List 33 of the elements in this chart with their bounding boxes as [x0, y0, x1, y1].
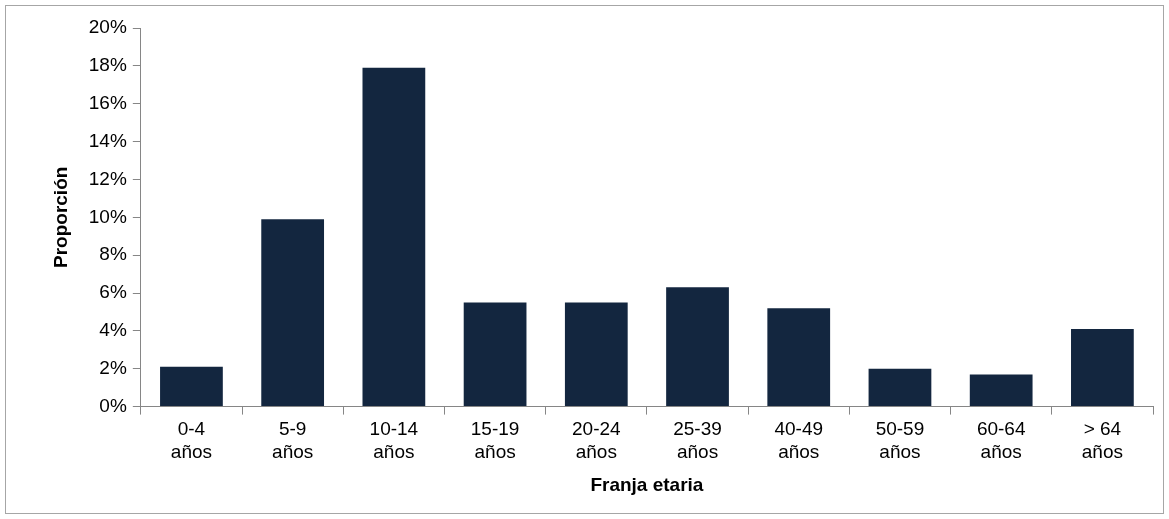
x-tick-label: 0-4 años [170, 418, 213, 463]
x-tick-label: 40-49 años [774, 418, 824, 463]
bar [463, 302, 527, 407]
y-tick-label: 20% [88, 16, 127, 38]
y-tick-label: 12% [88, 167, 127, 189]
bar [261, 219, 325, 407]
x-tick-label: 25-39 años [673, 418, 722, 463]
bar [564, 302, 628, 407]
y-tick-label: 18% [88, 54, 127, 76]
x-tick-label: 15-19 años [470, 418, 520, 463]
y-tick-label: 6% [99, 281, 127, 303]
y-tick-label: 14% [88, 129, 127, 151]
y-tick-label: 16% [88, 91, 127, 113]
x-tick-label: 10-14 años [369, 418, 419, 463]
bar [767, 308, 831, 407]
x-axis-title: Franja etaria [590, 473, 704, 495]
bar [666, 287, 729, 407]
x-tick-label: 5-9 años [272, 418, 314, 463]
x-tick-label: > 64 años [1081, 418, 1123, 463]
bar [362, 67, 426, 407]
bar [1071, 328, 1134, 407]
bar [969, 374, 1033, 407]
y-tick-label: 10% [88, 205, 127, 227]
x-tick-label: 20-24 años [572, 418, 622, 463]
bar [868, 368, 932, 407]
bar [160, 366, 223, 407]
x-tick-label: 50-59 años [875, 418, 925, 463]
y-tick-label: 8% [99, 243, 127, 265]
x-tick-label: 60-64 años [976, 418, 1026, 463]
y-axis-title: Proporción [49, 166, 71, 268]
y-tick-label: 2% [99, 356, 127, 378]
y-tick-label: 0% [99, 394, 127, 416]
y-tick-label: 4% [99, 319, 127, 341]
